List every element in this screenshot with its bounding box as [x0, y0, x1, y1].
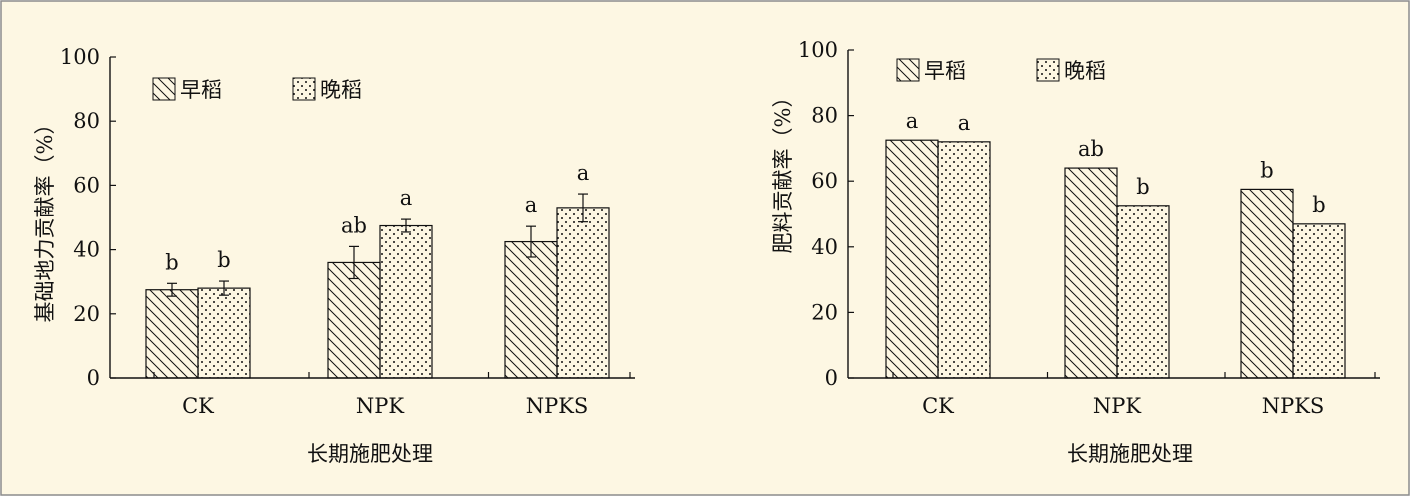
y-tick-label: 0	[825, 366, 838, 390]
significance-label: b	[165, 250, 178, 274]
significance-label: b	[1136, 175, 1149, 199]
bar	[1064, 167, 1118, 379]
legend-label-early-rice: 早稻	[180, 78, 222, 102]
x-axis-label: 长期施肥处理	[1067, 442, 1193, 466]
significance-label: b	[217, 248, 230, 272]
legend-swatch-late-rice	[292, 77, 316, 101]
chart-fertilizer-contribution: 肥料贡献率（%） 长期施肥处理 早稻 晚稻 0 20 40 60 80 100 CK NPK N…	[771, 38, 1380, 466]
y-tick-label: 0	[87, 366, 100, 390]
significance-label: a	[577, 161, 590, 185]
x-tick-label: NPK	[1093, 394, 1142, 418]
bar	[885, 139, 939, 379]
significance-label: ab	[341, 213, 367, 237]
y-tick-label: 100	[798, 38, 838, 62]
significance-label: a	[400, 186, 413, 210]
bar	[504, 240, 558, 379]
bar	[379, 224, 433, 379]
y-tick-label: 20	[811, 300, 838, 324]
legend: 早稻 晚稻	[152, 77, 362, 102]
y-tick-label: 80	[73, 109, 100, 133]
bar	[145, 289, 199, 379]
y-axis-label: 肥料贡献率（%）	[771, 87, 795, 254]
bar	[327, 261, 381, 379]
legend-label-late-rice: 晚稻	[1064, 59, 1106, 83]
y-tick-label: 60	[73, 173, 100, 197]
x-tick-label: NPKS	[1262, 394, 1325, 418]
y-tick-label: 20	[73, 302, 100, 326]
y-axis-label: 基础地力贡献率（%）	[33, 114, 57, 323]
y-tick-label: 100	[60, 45, 100, 69]
bar	[937, 141, 991, 379]
legend-label-late-rice: 晚稻	[320, 78, 362, 102]
bar	[1116, 205, 1170, 379]
significance-label: a	[906, 109, 919, 133]
x-tick-label: NPKS	[526, 394, 589, 418]
significance-label: ab	[1078, 137, 1104, 161]
significance-label: a	[525, 193, 538, 217]
x-tick-label: NPK	[356, 394, 405, 418]
bar	[556, 207, 610, 379]
x-tick-label: CK	[182, 394, 214, 418]
y-tick-label: 40	[811, 235, 838, 259]
significance-label: b	[1260, 158, 1273, 182]
y-tick-label: 80	[811, 104, 838, 128]
chart-basic-soil-fertility: 基础地力贡献率（%） 长期施肥处理 早稻 晚稻 0 20 40 60 80 100 CK NP…	[33, 45, 635, 466]
bar	[1240, 188, 1294, 379]
legend-swatch-early-rice	[896, 58, 920, 82]
y-tick-label: 60	[811, 169, 838, 193]
significance-label: a	[958, 111, 971, 135]
x-tick-label: CK	[922, 394, 954, 418]
x-axis-label: 长期施肥处理	[307, 442, 433, 466]
legend-swatch-late-rice	[1036, 58, 1060, 82]
y-tick-label: 40	[73, 238, 100, 262]
legend: 早稻 晚稻	[896, 58, 1106, 83]
legend-label-early-rice: 早稻	[924, 59, 966, 83]
bar	[197, 287, 251, 379]
bar	[1292, 223, 1346, 379]
significance-label: b	[1312, 193, 1325, 217]
legend-swatch-early-rice	[152, 77, 176, 101]
